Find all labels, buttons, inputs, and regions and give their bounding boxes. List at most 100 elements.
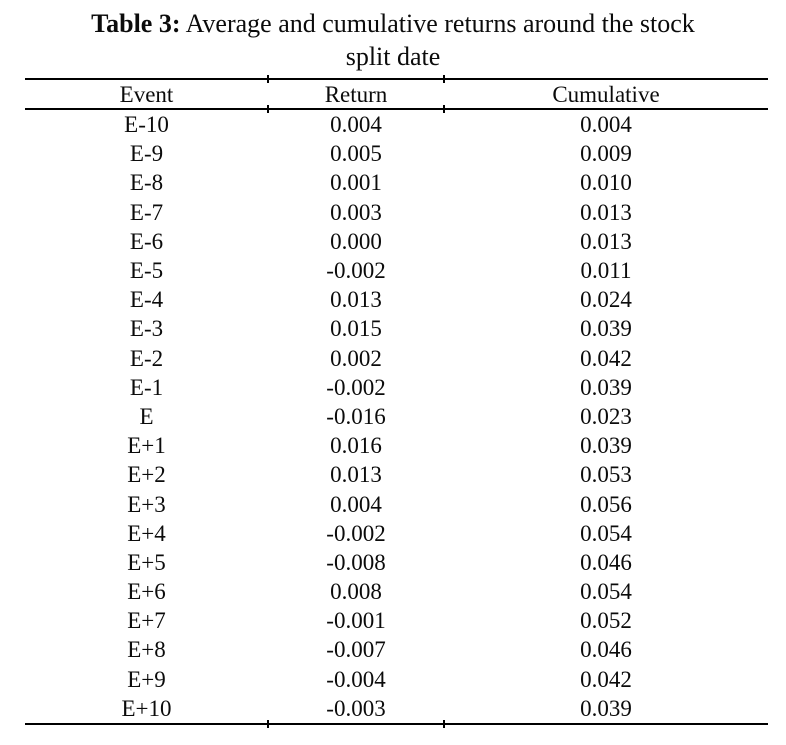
table-row: E+1 0.016 0.039 [25,431,768,460]
table-body: E-10 0.004 0.004 E-9 0.005 0.009 E-8 0.0… [25,110,768,725]
return-cell: 0.015 [330,316,382,342]
return-cell: 0.013 [330,287,382,313]
return-cell: 0.008 [330,579,382,605]
column-divider-tick [267,105,269,113]
table-row: E-10 0.004 0.004 [25,110,768,139]
column-divider-tick [443,105,445,113]
cumulative-cell: 0.039 [580,374,632,400]
return-cell: 0.016 [330,433,382,459]
return-cell: -0.007 [326,637,386,663]
return-cell: -0.001 [326,608,386,634]
cumulative-cell: 0.042 [580,345,632,371]
table-row: E+2 0.013 0.053 [25,460,768,489]
event-cell: E-2 [129,345,164,371]
table-row: E+4 -0.002 0.054 [25,519,768,548]
data-table: Event Return Cumulative E-10 0.004 0.004… [25,75,768,728]
return-cell: -0.003 [326,695,386,721]
cumulative-cell: 0.004 [580,112,632,138]
column-divider-tick [443,719,445,728]
table-row: E-9 0.005 0.009 [25,139,768,168]
cumulative-cell: 0.054 [580,579,632,605]
table-row: E+10 -0.003 0.039 [25,694,768,723]
event-cell: E+4 [127,520,166,546]
event-cell: E+10 [121,695,172,721]
column-divider-tick [267,75,269,83]
return-cell: -0.002 [326,374,386,400]
event-cell: E-1 [129,374,164,400]
caption-title-text: Average and cumulative returns around th… [180,9,695,38]
table-row: E+8 -0.007 0.046 [25,635,768,664]
cumulative-cell: 0.023 [580,403,632,429]
return-cell: 0.005 [330,141,382,167]
column-header-cumulative: Cumulative [552,81,660,107]
cumulative-cell: 0.053 [580,462,632,488]
return-cell: 0.001 [330,170,382,196]
event-cell: E+8 [127,637,166,663]
table-row: E-5 -0.002 0.011 [25,256,768,285]
cumulative-cell: 0.046 [580,549,632,575]
table-row: E-1 -0.002 0.039 [25,373,768,402]
event-cell: E [139,403,154,429]
cumulative-cell: 0.013 [580,199,632,225]
table-row: E-6 0.000 0.013 [25,227,768,256]
return-cell: 0.002 [330,345,382,371]
column-divider-tick [443,75,445,83]
event-cell: E-7 [129,199,164,225]
cumulative-cell: 0.010 [580,170,632,196]
cumulative-cell: 0.056 [580,491,632,517]
table-header-row: Event Return Cumulative [25,78,768,110]
table-row: E-4 0.013 0.024 [25,285,768,314]
table-row: E+3 0.004 0.056 [25,489,768,518]
cumulative-cell: 0.052 [580,608,632,634]
return-cell: 0.003 [330,199,382,225]
table-row: E+7 -0.001 0.052 [25,606,768,635]
event-cell: E-8 [129,170,164,196]
column-header-event: Event [119,81,174,107]
return-cell: 0.004 [330,112,382,138]
table-row: E -0.016 0.023 [25,402,768,431]
event-cell: E+1 [127,433,166,459]
event-cell: E+5 [127,549,166,575]
column-divider-tick [267,719,269,728]
event-cell: E+9 [127,666,166,692]
return-cell: 0.013 [330,462,382,488]
return-cell: -0.004 [326,666,386,692]
cumulative-cell: 0.039 [580,433,632,459]
event-cell: E-10 [124,112,169,138]
event-cell: E+7 [127,608,166,634]
return-cell: -0.016 [326,403,386,429]
event-cell: E+6 [127,579,166,605]
table-row: E+6 0.008 0.054 [25,577,768,606]
return-cell: 0.004 [330,491,382,517]
cumulative-cell: 0.042 [580,666,632,692]
return-cell: -0.002 [326,258,386,284]
cumulative-cell: 0.054 [580,520,632,546]
caption-label: Table 3: [91,9,181,38]
return-cell: -0.002 [326,520,386,546]
cumulative-cell: 0.009 [580,141,632,167]
table-row: E-8 0.001 0.010 [25,168,768,197]
table-row: E+9 -0.004 0.042 [25,665,768,694]
event-cell: E-6 [129,228,164,254]
cumulative-cell: 0.024 [580,287,632,313]
table-row: E-7 0.003 0.013 [25,198,768,227]
caption-line2: split date [345,42,441,71]
table-row: E-3 0.015 0.039 [25,314,768,343]
return-cell: 0.000 [330,228,382,254]
event-cell: E-5 [129,258,164,284]
column-header-return: Return [324,81,388,107]
event-cell: E+2 [127,462,166,488]
event-cell: E-3 [129,316,164,342]
event-cell: E+3 [127,491,166,517]
cumulative-cell: 0.039 [580,695,632,721]
cumulative-cell: 0.046 [580,637,632,663]
event-cell: E-9 [129,141,164,167]
table-row: E+5 -0.008 0.046 [25,548,768,577]
event-cell: E-4 [129,287,164,313]
table-caption: Table 3: Average and cumulative returns … [0,0,786,73]
cumulative-cell: 0.013 [580,228,632,254]
caption-line1: Table 3: Average and cumulative returns … [0,7,786,40]
cumulative-cell: 0.039 [580,316,632,342]
cumulative-cell: 0.011 [580,258,632,284]
